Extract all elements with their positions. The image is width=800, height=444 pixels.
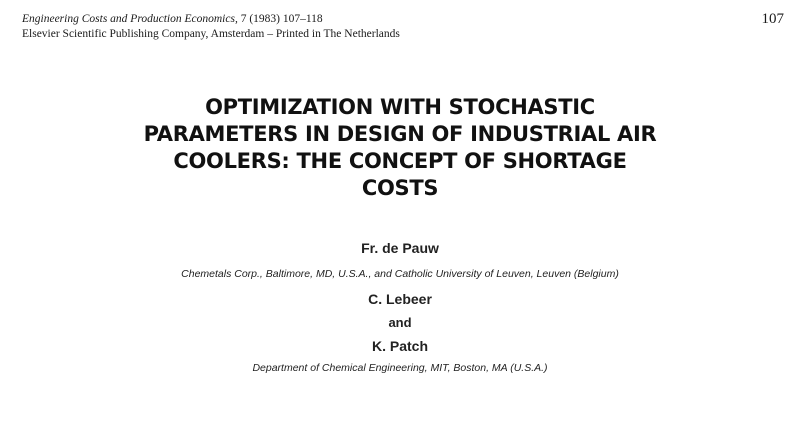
title-line: COOLERS: THE CONCEPT OF SHORTAGE: [173, 149, 627, 173]
publisher-line: Elsevier Scientific Publishing Company, …: [22, 28, 400, 40]
title-line: OPTIMIZATION WITH STOCHASTIC: [205, 95, 595, 119]
volume-pages: 7 (1983) 107–118: [237, 13, 323, 25]
author-affiliation: Department of Chemical Engineering, MIT,…: [252, 362, 548, 374]
author-conjunction: and: [388, 315, 412, 330]
page-number: 107: [761, 11, 785, 27]
paper-title: OPTIMIZATION WITH STOCHASTIC PARAMETERS …: [0, 94, 800, 202]
author-name: Fr. de Pauw: [361, 240, 439, 256]
title-line: PARAMETERS IN DESIGN OF INDUSTRIAL AIR: [143, 122, 657, 146]
author-affiliation: Chemetals Corp., Baltimore, MD, U.S.A., …: [181, 268, 619, 280]
journal-name: Engineering Costs and Production Economi…: [22, 13, 238, 25]
author-name: K. Patch: [371, 338, 428, 354]
citation-line: Engineering Costs and Production Economi…: [22, 12, 400, 27]
journal-header: Engineering Costs and Production Economi…: [22, 12, 400, 42]
author-name: C. Lebeer: [368, 291, 432, 307]
title-line: COSTS: [361, 176, 439, 200]
